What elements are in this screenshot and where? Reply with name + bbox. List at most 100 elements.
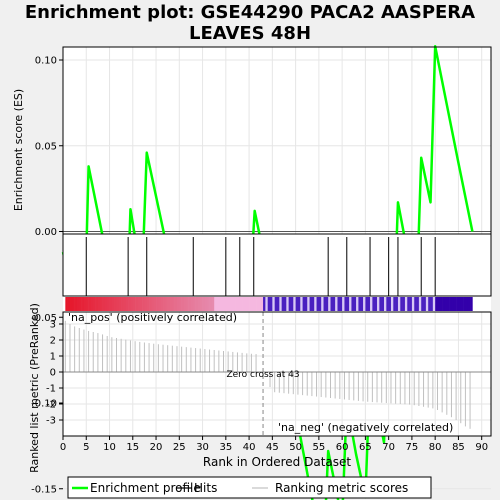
bar-segment [272, 297, 275, 311]
bar-segment [109, 297, 113, 311]
bar-segment [463, 297, 466, 311]
bar-segment [102, 297, 106, 311]
zero-cross-label: Zero cross at 43 [226, 370, 299, 380]
negative-label: 'na_neg' (negatively correlated) [278, 421, 453, 434]
bar-segment [374, 297, 378, 311]
bar-segment [423, 297, 427, 311]
bar-segment [207, 297, 210, 311]
bar-segment [67, 297, 71, 311]
bar-segment [339, 297, 343, 311]
bar-segment [144, 297, 148, 311]
metric-ytick-label: -1 [46, 384, 56, 395]
metric-xtick-label: 45 [266, 442, 279, 453]
bar-segment [414, 297, 417, 311]
bar-segment [160, 297, 164, 311]
bar-segment [123, 297, 127, 311]
bar-segment [295, 297, 299, 311]
bar-segment [286, 297, 289, 311]
bar-segment [425, 297, 429, 311]
bar-segment [253, 297, 257, 311]
bar-segment [142, 297, 145, 311]
bar-segment [181, 297, 185, 311]
bar-segment [370, 297, 373, 311]
bar-segment [251, 297, 255, 311]
bar-segment [281, 297, 285, 311]
bar-segment [314, 297, 317, 311]
bar-segment [270, 297, 273, 311]
hits-area [63, 234, 491, 296]
bar-segment [232, 297, 236, 311]
metric-ytick-label: 3 [50, 320, 56, 331]
bar-segment [69, 297, 73, 311]
bar-segment [221, 297, 224, 311]
bar-segment [311, 297, 315, 311]
metric-xtick-label: 20 [150, 442, 163, 453]
bar-segment [146, 297, 150, 311]
bar-segment [174, 297, 178, 311]
bar-segment [435, 297, 438, 311]
metric-xtick-label: 25 [173, 442, 186, 453]
bar-segment [307, 297, 310, 311]
bar-segment [100, 297, 103, 311]
bar-segment [200, 297, 203, 311]
metric-xtick-label: 50 [289, 442, 302, 453]
metric-xtick-label: 15 [126, 442, 139, 453]
bar-segment [460, 297, 464, 311]
bar-segment [256, 297, 259, 311]
es-plot-area [63, 47, 491, 234]
bar-segment [453, 297, 457, 311]
bar-segment [451, 297, 455, 311]
bar-segment [130, 297, 134, 311]
bar-segment [263, 297, 266, 311]
metric-xtick-label: 0 [60, 442, 66, 453]
bar-segment [149, 297, 152, 311]
bar-segment [321, 297, 324, 311]
metric-xlabel: Rank in Ordered Dataset [203, 455, 351, 469]
metric-xtick-label: 5 [83, 442, 89, 453]
bar-segment [202, 297, 206, 311]
bar-segment [107, 297, 110, 311]
bar-segment [72, 297, 75, 311]
bar-segment [97, 297, 101, 311]
metric-xtick-label: 60 [336, 442, 349, 453]
bar-segment [211, 297, 215, 311]
bar-segment [446, 297, 450, 311]
bar-segment [302, 297, 306, 311]
bar-segment [114, 297, 117, 311]
bar-segment [442, 297, 445, 311]
bar-segment [218, 297, 222, 311]
bar-segment [132, 297, 136, 311]
bar-segment [151, 297, 155, 311]
bar-segment [153, 297, 157, 311]
bar-segment [277, 297, 280, 311]
bar-segment [186, 297, 189, 311]
es-ytick-label: 0.10 [35, 56, 57, 67]
bar-segment [79, 297, 82, 311]
bar-segment [388, 297, 392, 311]
bar-segment [358, 297, 362, 311]
bar-segment [390, 297, 394, 311]
es-ytick-label: -0.05 [31, 313, 57, 324]
bar-segment [351, 297, 355, 311]
bar-segment [244, 297, 248, 311]
metric-xtick-label: 70 [382, 442, 395, 453]
es-ytick-label: 0.05 [35, 141, 57, 152]
bar-segment [246, 297, 250, 311]
bar-segment [188, 297, 192, 311]
bar-segment [288, 297, 292, 311]
metric-xtick-label: 10 [103, 442, 116, 453]
bar-segment [330, 297, 334, 311]
metric-xtick-label: 35 [219, 442, 232, 453]
bar-segment [402, 297, 406, 311]
bar-segment [367, 297, 371, 311]
legend-box [67, 476, 432, 499]
metric-xtick-label: 90 [475, 442, 488, 453]
bar-segment [242, 297, 245, 311]
bar-segment [125, 297, 129, 311]
bar-segment [172, 297, 175, 311]
bar-segment [128, 297, 131, 311]
bar-segment [377, 297, 380, 311]
bar-segment [418, 297, 422, 311]
